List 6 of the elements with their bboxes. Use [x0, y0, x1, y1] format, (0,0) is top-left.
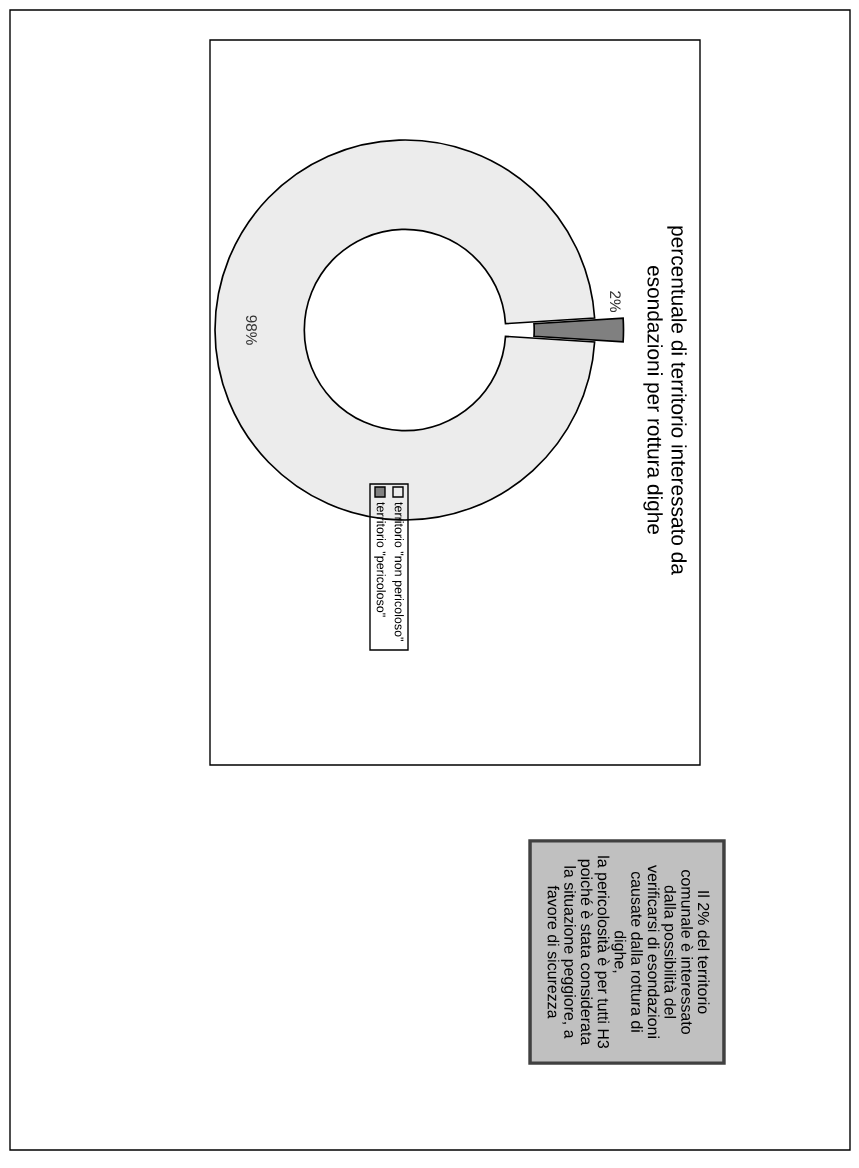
text: Il 2% del territorio comunale è interessato dalla possibilità del verificarsi di esondazioni causate dalla rottura di dighe, la pericolosità è per tutti H3 poiché è stata considerata la situazione peggiore, a favore di sicurezza	[547, 856, 710, 1049]
legend-label: territorio "non pericoloso"	[392, 502, 404, 641]
text: percentuale di territorio interessato da esondazioni per rottura dighe	[643, 226, 687, 575]
legend-label: territorio "pericoloso"	[374, 502, 386, 617]
data-label: 2%	[609, 291, 621, 312]
data-label: 98%	[246, 315, 257, 345]
